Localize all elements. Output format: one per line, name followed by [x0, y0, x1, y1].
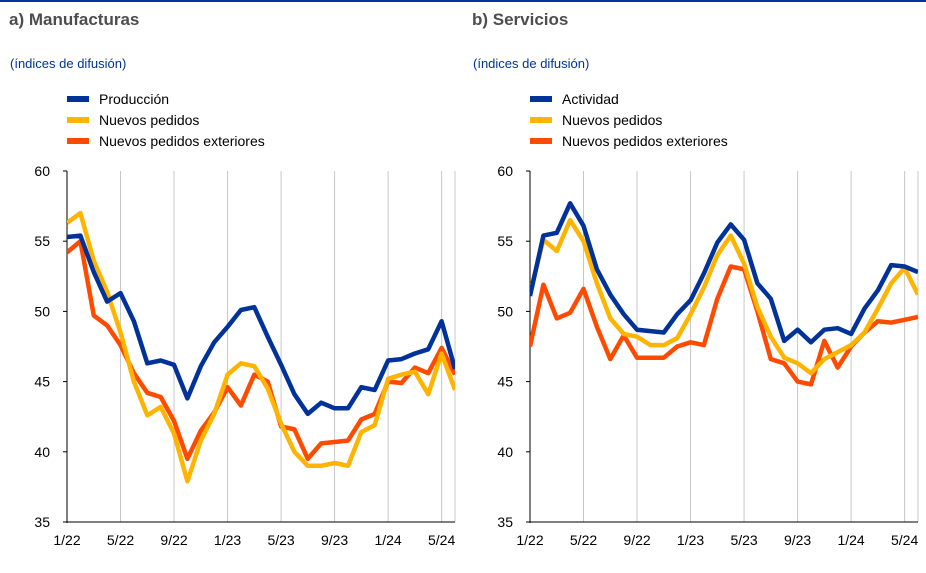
x-tick-label: 9/23 — [784, 532, 811, 548]
y-tick-label: 60 — [497, 163, 513, 179]
panel-manufacturas: a) Manufacturas (índices de difusión) Pr… — [9, 10, 456, 548]
top-rule — [0, 0, 926, 2]
legend-label: Nuevos pedidos — [562, 112, 663, 128]
y-tick-label: 35 — [34, 514, 50, 530]
y-tick-label: 45 — [497, 374, 513, 390]
x-tick-label: 1/23 — [214, 532, 241, 548]
panel-title: b) Servicios — [472, 10, 569, 29]
y-tick-label: 50 — [34, 303, 50, 319]
y-tick-label: 55 — [497, 233, 513, 249]
legend-swatch — [530, 138, 552, 144]
chart-manufacturas: 1/22 5/22 9/22 1/23 5/23 9/23 1/24 5/24 35 40 45 50… — [34, 163, 456, 548]
panel-subtitle: (índices de difusión) — [10, 56, 127, 71]
panel-subtitle: (índices de difusión) — [473, 56, 590, 71]
x-tick-label: 5/23 — [730, 532, 757, 548]
legend-swatch — [530, 117, 552, 123]
x-tick-label: 1/24 — [837, 532, 864, 548]
legend-swatch — [67, 138, 89, 144]
x-tick-label: 1/23 — [677, 532, 704, 548]
x-tick-label: 5/24 — [428, 532, 455, 548]
x-tick-label: 9/22 — [623, 532, 650, 548]
legend-swatch — [530, 96, 552, 102]
legend-swatch — [67, 117, 89, 123]
x-tick-label: 1/22 — [53, 532, 80, 548]
y-tick-label: 60 — [34, 163, 50, 179]
x-tick-label: 5/22 — [107, 532, 134, 548]
legend-label: Producción — [99, 91, 170, 107]
chart-servicios: 1/22 5/22 9/22 1/23 5/23 9/23 1/24 5/24 35 40 45 50… — [497, 163, 919, 548]
legend-swatch — [67, 96, 89, 102]
series-line-producci-n — [67, 233, 455, 417]
x-tick-label: 5/23 — [267, 532, 294, 548]
panel-servicios: b) Servicios (índices de difusión) Activ… — [463, 0, 926, 573]
y-tick-label: 35 — [497, 514, 513, 530]
x-tick-label: 9/22 — [160, 532, 187, 548]
x-tick-label: 5/24 — [891, 532, 918, 548]
y-tick-label: 55 — [34, 233, 50, 249]
series-line-nuevos-pedidos — [67, 210, 455, 484]
series-line-nuevos-pedidos — [530, 217, 918, 376]
y-tick-label: 45 — [34, 374, 50, 390]
y-tick-label: 50 — [497, 303, 513, 319]
x-tick-label: 5/22 — [570, 532, 597, 548]
y-tick-label: 40 — [497, 444, 513, 460]
x-tick-label: 9/23 — [321, 532, 348, 548]
series-line-actividad — [530, 201, 918, 345]
legend-label: Actividad — [562, 91, 619, 107]
panel-title: a) Manufacturas — [9, 10, 140, 29]
x-tick-label: 1/22 — [516, 532, 543, 548]
legend-label: Nuevos pedidos exteriores — [562, 133, 728, 149]
x-tick-label: 1/24 — [374, 532, 401, 548]
series-line-nuevos-pedidos-exteriores — [530, 264, 918, 387]
legend-label: Nuevos pedidos exteriores — [99, 133, 265, 149]
y-tick-label: 40 — [34, 444, 50, 460]
legend-label: Nuevos pedidos — [99, 112, 200, 128]
